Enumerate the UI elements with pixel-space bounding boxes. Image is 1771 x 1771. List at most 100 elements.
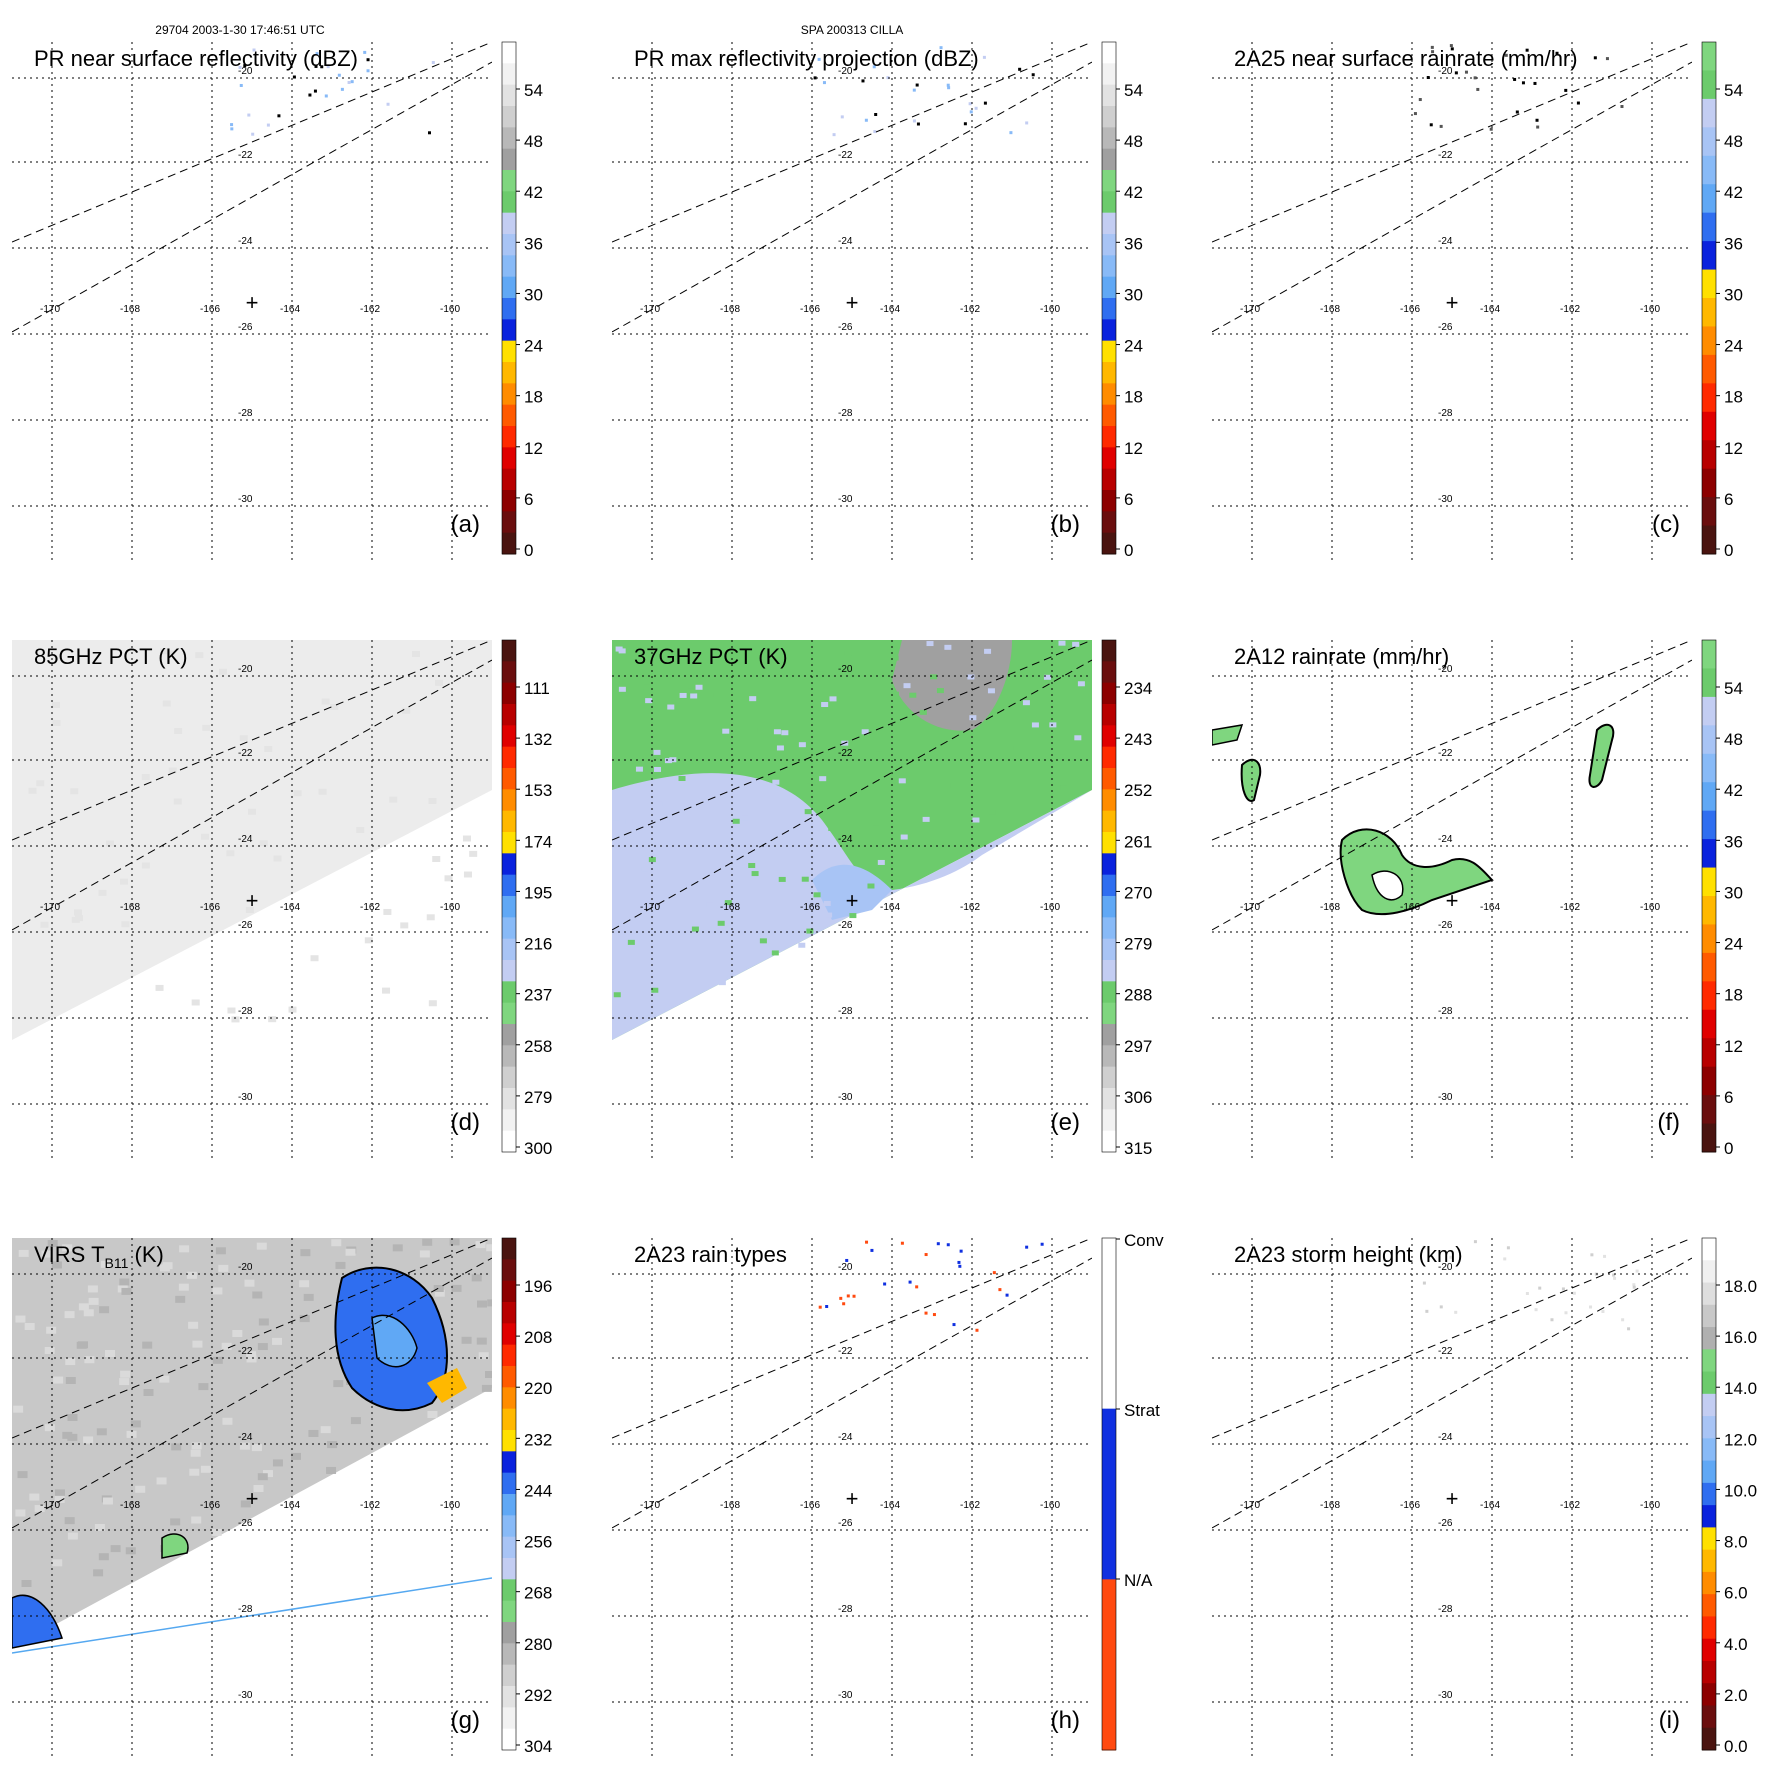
- swath-texture: [981, 740, 989, 746]
- swath-texture: [273, 855, 282, 862]
- cloud-texture: [251, 1444, 262, 1452]
- colorbar-label: 111: [524, 679, 550, 698]
- swath-texture: [813, 892, 821, 898]
- swath-texture: [772, 779, 780, 785]
- swath-texture: [1046, 785, 1054, 791]
- colorbar-label: 30: [1724, 285, 1743, 304]
- rain-pixel: [326, 65, 330, 69]
- colorbar-swatch: [1102, 1088, 1116, 1110]
- swath-texture: [724, 900, 732, 906]
- lon-label: -168: [720, 902, 740, 913]
- colorbar-swatch: [1102, 896, 1116, 918]
- swath-texture: [121, 921, 130, 928]
- lon-label: -168: [120, 304, 140, 315]
- rain-pixel: [340, 87, 344, 91]
- lon-label: -160: [1640, 902, 1660, 913]
- cloud-texture: [171, 1443, 182, 1451]
- swath-texture: [819, 671, 827, 677]
- rain-pixel: [939, 46, 943, 50]
- swath-texture: [987, 688, 995, 694]
- lat-label: -22: [1438, 748, 1453, 759]
- colorbar-swatch: [1102, 917, 1116, 940]
- cloud-texture: [478, 1352, 489, 1360]
- colorbar-label: 18: [1724, 986, 1743, 1005]
- cloud-texture: [41, 1250, 52, 1258]
- swath-texture: [771, 950, 779, 956]
- lon-label: -162: [1560, 902, 1580, 913]
- lat-label: -20: [1438, 66, 1453, 77]
- colorbar-swatch: [502, 1366, 516, 1388]
- cloud-texture: [15, 1315, 26, 1323]
- swath-texture: [141, 862, 150, 869]
- rain-pixel: [1429, 123, 1433, 127]
- rain-pixel: [822, 81, 826, 85]
- cloud-texture: [178, 1283, 189, 1291]
- rain-pixel: [1534, 1308, 1538, 1312]
- lat-label: -30: [1438, 494, 1453, 505]
- colorbar-swatch: [1702, 668, 1716, 698]
- lon-label: -160: [440, 902, 460, 913]
- lon-label: -162: [360, 902, 380, 913]
- swath-texture: [900, 834, 908, 840]
- colorbar-label: 24: [1724, 337, 1743, 356]
- colorbar-swatch: [1102, 1693, 1116, 1751]
- rain-pixel: [1620, 105, 1624, 109]
- colorbar-swatch: [1702, 127, 1716, 157]
- lat-label: -20: [1438, 1262, 1453, 1273]
- cloud-texture: [78, 1303, 89, 1311]
- cloud-texture: [179, 1245, 190, 1253]
- swath-texture: [635, 766, 643, 772]
- colorbar-swatch: [502, 661, 516, 684]
- colorbar-frame: [1701, 41, 1717, 555]
- colorbar-swatch: [502, 1451, 516, 1474]
- colorbar-swatch: [502, 511, 516, 534]
- lon-label: -168: [120, 1500, 140, 1511]
- swath-texture: [875, 746, 883, 752]
- cloud-texture: [299, 1280, 310, 1288]
- swath-texture: [667, 704, 675, 710]
- swath-edge-south: [12, 659, 492, 931]
- colorbar-label: 36: [1724, 234, 1743, 253]
- colorbar-label: 153: [524, 781, 552, 800]
- colorbar-swatch: [502, 42, 516, 64]
- coldest-top: [427, 1368, 467, 1403]
- map-area: -170 -168 -166 -164 -162 -160 -20 -22 -24 -26 -28 -…: [12, 640, 492, 1160]
- rain-pixel: [363, 50, 367, 54]
- colorbar-label: 10.0: [1724, 1481, 1757, 1500]
- colorbar-swatch: [1702, 42, 1716, 71]
- panel-tag: (e): [1051, 1109, 1080, 1136]
- colorbar-swatch: [502, 340, 516, 363]
- colorbar-swatch: [502, 1579, 516, 1602]
- rain-pixel: [963, 122, 967, 126]
- colorbar-label: 261: [1124, 832, 1152, 851]
- colorbar-label: 256: [524, 1533, 552, 1552]
- colorbar-label: 232: [524, 1430, 552, 1449]
- swath-texture: [623, 763, 631, 769]
- panel-title: 2A23 storm height (km): [1234, 1242, 1463, 1267]
- swath-texture: [969, 715, 977, 721]
- cloud-texture: [221, 1342, 232, 1350]
- cloud-texture: [186, 1271, 197, 1279]
- colorbar-frame: [1701, 639, 1717, 1153]
- rain-pixel: [1603, 1254, 1607, 1258]
- colorbar-label: 12.0: [1724, 1430, 1757, 1449]
- cloud-texture: [62, 1431, 73, 1439]
- rain-pixel: [1576, 101, 1580, 105]
- swath-texture: [200, 833, 209, 840]
- rain-pixel: [1450, 47, 1454, 51]
- colorbar-swatch: [1702, 924, 1716, 954]
- panel-grid: -170 -168 -166 -164 -162 -160 -20 -22 -24 -26 -28 -…: [12, 41, 1757, 1758]
- rain-pixel: [873, 130, 877, 134]
- swath-texture: [356, 826, 365, 833]
- rain-pixel: [1533, 81, 1537, 85]
- swath-texture: [141, 774, 150, 781]
- swath-texture: [879, 717, 887, 723]
- cold-cloud-sw: [12, 1594, 63, 1649]
- colorbar-label: 42: [1724, 183, 1743, 202]
- cloud-texture: [198, 1383, 209, 1391]
- lat-label: -22: [238, 150, 253, 161]
- colorbar-frame: [501, 41, 517, 555]
- swath-texture: [162, 700, 171, 707]
- colorbar-swatch: [1102, 1579, 1116, 1637]
- swath-texture: [909, 692, 917, 698]
